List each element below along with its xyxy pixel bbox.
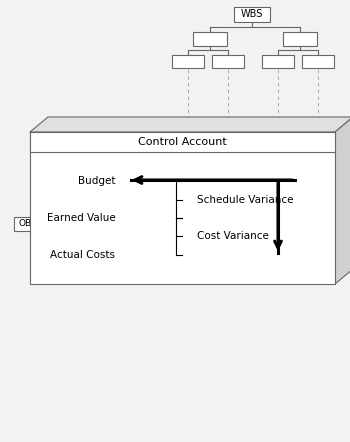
Text: Earned Value: Earned Value [47,213,116,223]
Bar [211,195,245,209]
Bar [301,195,335,209]
Text: WBS: WBS [241,9,263,19]
Bar [261,174,295,187]
Bar [92,174,128,187]
Bar [301,225,335,239]
Polygon shape [30,132,335,284]
Bar [92,225,128,239]
Bar [92,248,128,260]
Bar [261,248,295,260]
Bar [14,217,42,231]
Text: Budget: Budget [78,176,116,186]
Bar [54,184,86,198]
Bar [172,54,204,68]
Bar [283,32,317,46]
Bar [302,54,334,68]
Bar [92,195,128,209]
Polygon shape [30,117,350,132]
Polygon shape [335,117,350,284]
Bar [54,236,86,249]
Bar [234,7,270,22]
Bar [211,225,245,239]
Text: Control Account: Control Account [138,137,227,147]
Text: OBS: OBS [19,220,37,229]
Text: Cost Variance: Cost Variance [197,232,268,241]
Bar [171,174,205,187]
Bar [193,32,227,46]
Bar [171,225,205,239]
Text: Actual Costs: Actual Costs [50,250,116,260]
Polygon shape [30,132,335,152]
Bar [262,54,294,68]
Text: Schedule Variance: Schedule Variance [197,194,293,205]
Bar [171,248,205,260]
Bar [212,54,244,68]
